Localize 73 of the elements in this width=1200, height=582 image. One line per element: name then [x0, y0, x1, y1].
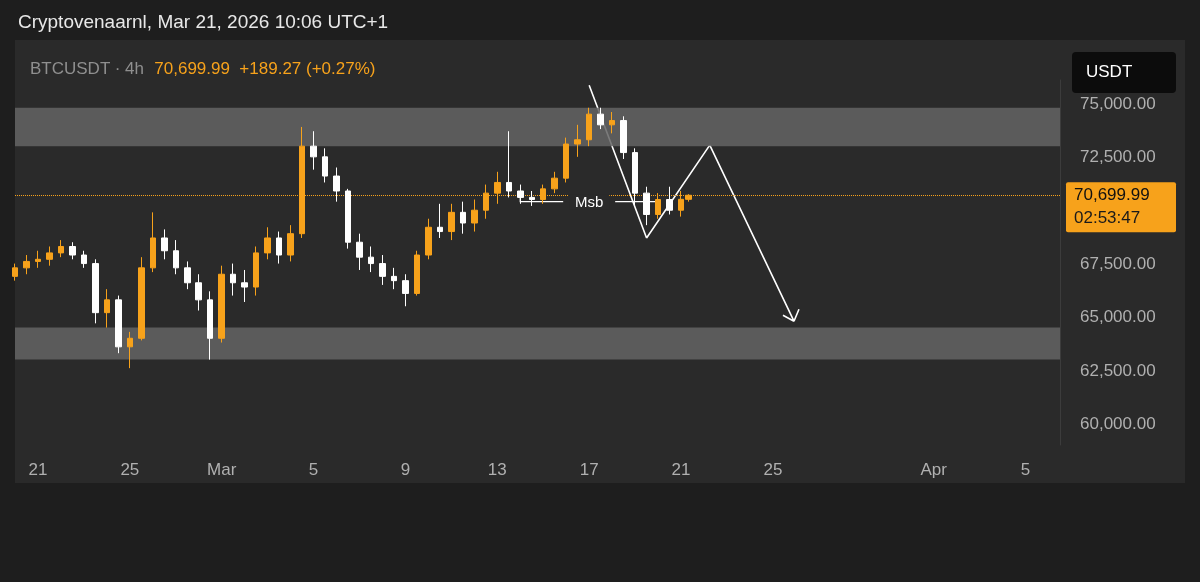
candlestick: [276, 231, 282, 265]
candlestick: [379, 254, 386, 286]
candlestick: [23, 254, 30, 275]
x-tick-label: 21: [28, 460, 48, 479]
candlestick: [127, 331, 133, 369]
y-tick-label: 72,500.00: [1080, 147, 1156, 167]
candlestick: [115, 295, 122, 354]
candlestick: [471, 199, 478, 233]
candlestick: [345, 188, 351, 250]
candlestick: [241, 269, 248, 303]
x-tick-label: Apr: [920, 460, 948, 479]
candlestick: [597, 107, 604, 130]
y-tick-label: 75,000.00: [1080, 93, 1156, 113]
candlestick: [218, 265, 225, 344]
candlestick: [551, 171, 558, 194]
candlestick: [69, 241, 76, 260]
x-tick-label: 9: [400, 460, 411, 479]
y-tick-label: 62,500.00: [1080, 360, 1156, 380]
candlestick: [402, 273, 409, 307]
x-tick-label: 5: [308, 460, 319, 479]
candlestick: [230, 263, 236, 297]
annotation: Msb: [575, 193, 604, 211]
candlestick: [161, 228, 168, 260]
candlestick: [184, 260, 191, 290]
candlestick: [322, 147, 328, 183]
candlestick: [620, 115, 627, 160]
text: 70,699.99 +189.27 (+0.27%): [154, 59, 376, 78]
candlestick: [666, 186, 673, 215]
candlestick: [460, 201, 466, 235]
candlestick: [81, 250, 87, 269]
text: USDT: [1086, 62, 1133, 81]
x-tick-label: 25: [763, 460, 783, 479]
candlestick: [356, 233, 363, 271]
candlestick: [333, 167, 340, 203]
candlestick: [104, 288, 110, 329]
candlestick: [414, 250, 420, 297]
x-tick-label: Mar: [207, 460, 237, 479]
candlestick: [287, 224, 294, 262]
candlestick: [448, 203, 455, 241]
x-tick-label: 5: [1020, 460, 1031, 479]
candlestick: [264, 226, 271, 260]
candlestick: [173, 239, 179, 275]
y-tick-label: 65,000.00: [1080, 307, 1156, 327]
candlestick: [574, 124, 581, 158]
candlestick: [207, 290, 213, 361]
candlestick: [425, 218, 432, 260]
candlestick: [58, 239, 64, 258]
candlestick: [310, 130, 317, 171]
ref-line-label: 70,699.99: [1074, 185, 1150, 205]
x-tick-label: 13: [487, 460, 507, 479]
chart-subtitle: BTCUSDT · 4h: [30, 59, 144, 78]
x-tick-label: 25: [120, 460, 140, 479]
candlestick: [138, 256, 145, 341]
candlestick: [563, 137, 569, 183]
x-tick-label: 21: [671, 460, 691, 479]
candlestick: [35, 250, 41, 269]
candlestick: [506, 130, 512, 198]
candlestick: [586, 107, 592, 147]
candlestick: [609, 111, 615, 134]
candlestick: [46, 245, 53, 267]
candlestick: [92, 258, 99, 324]
candlestick: [391, 267, 397, 290]
chart-title: Cryptovenaarnl, Mar 21, 2026 10:06 UTC+1: [18, 11, 389, 32]
y-tick-label: 60,000.00: [1080, 414, 1156, 434]
candlestick: [437, 203, 443, 239]
candlestick: [253, 245, 259, 297]
text: 02:53:47: [1074, 208, 1141, 228]
x-tick-label: 17: [579, 460, 599, 479]
y-tick-label: 67,500.00: [1080, 254, 1156, 274]
candlestick: [150, 211, 156, 273]
candlestick: [12, 263, 18, 282]
candlestick: [368, 245, 374, 273]
candlestick: [195, 273, 202, 312]
